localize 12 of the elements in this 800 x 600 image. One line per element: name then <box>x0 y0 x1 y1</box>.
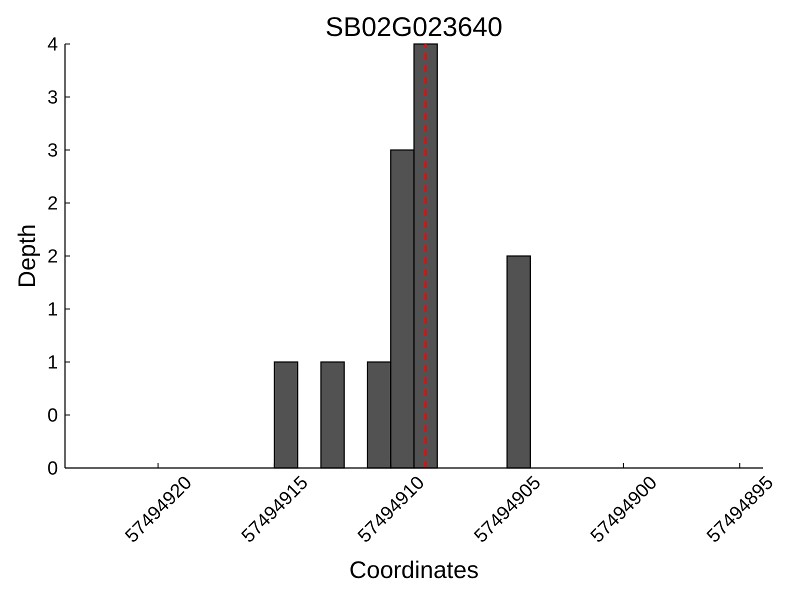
y-tick-label: 2 <box>47 194 58 215</box>
y-tick-label: 1 <box>47 300 58 321</box>
y-tick-label: 4 <box>47 34 58 56</box>
chart-title: SB02G023640 <box>325 12 503 42</box>
y-axis-title: Depth <box>14 224 41 288</box>
x-axis-title: Coordinates <box>349 557 479 584</box>
y-tick-label: 1 <box>47 352 58 374</box>
y-tick-label: 3 <box>47 140 58 162</box>
y-tick-label: 0 <box>47 406 58 427</box>
y-tick-label: 2 <box>47 246 58 268</box>
y-tick-label: 0 <box>47 458 58 480</box>
y-tick-label: 3 <box>47 88 58 109</box>
